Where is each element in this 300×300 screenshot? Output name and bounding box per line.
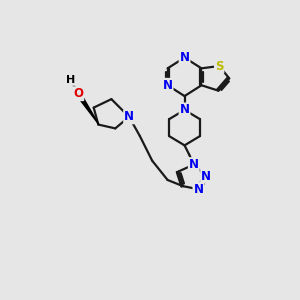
Text: N: N [179, 103, 190, 116]
Text: N: N [189, 158, 199, 171]
Text: H: H [66, 75, 75, 85]
Text: N: N [124, 110, 134, 123]
Text: S: S [215, 59, 224, 73]
Text: O: O [73, 87, 83, 100]
Text: N: N [179, 51, 190, 64]
Text: N: N [201, 169, 211, 183]
Text: N: N [163, 79, 172, 92]
Text: N: N [194, 183, 203, 196]
Polygon shape [76, 92, 99, 124]
